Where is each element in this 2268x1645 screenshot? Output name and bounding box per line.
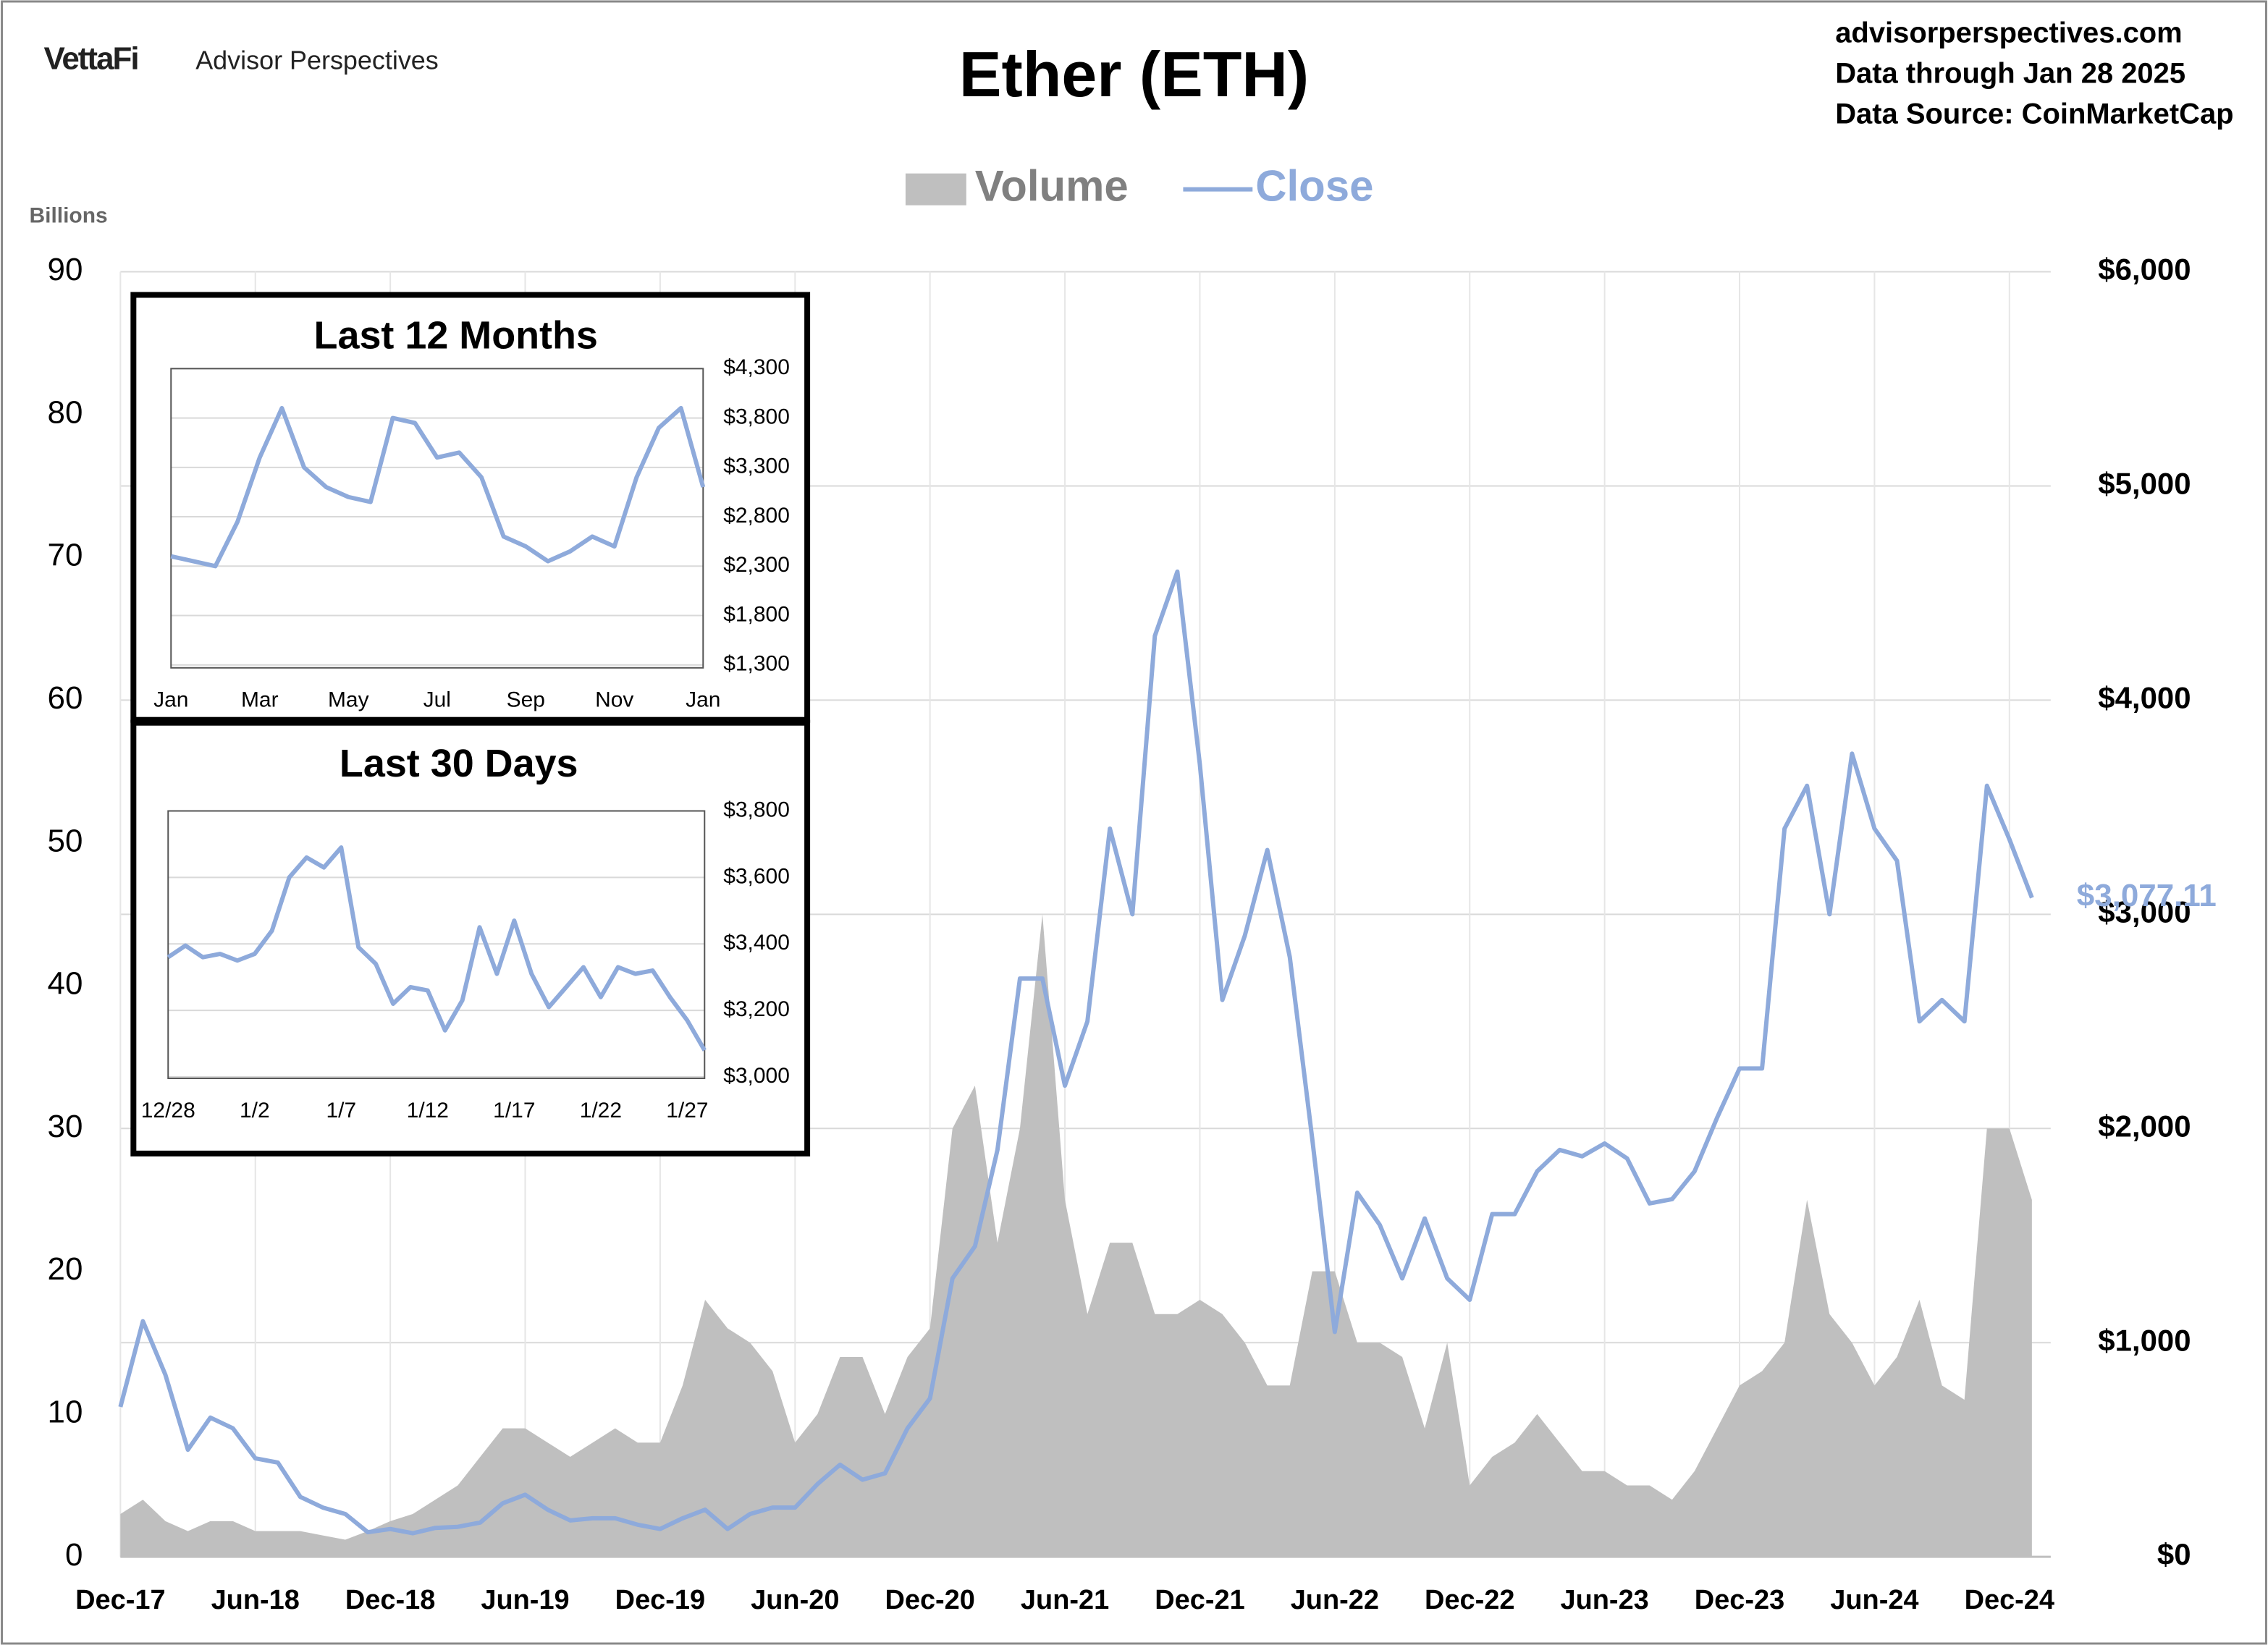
y-tick-label: $4,300 (723, 355, 790, 379)
x-tick-label: Jun-20 (751, 1585, 839, 1615)
source-line: advisorperspectives.com (1835, 17, 2182, 48)
logo: VettaFi (43, 41, 138, 76)
y-tick-label: 0 (65, 1537, 83, 1573)
y-tick-label: $2,800 (723, 504, 790, 528)
x-tick-label: Jul (423, 688, 451, 712)
x-tick-label: May (328, 688, 369, 712)
y-tick-label: $2,300 (723, 553, 790, 577)
plot-border (170, 368, 704, 669)
y-tick-label: 80 (48, 394, 83, 430)
legend-label: Volume (975, 161, 1129, 210)
brand: Advisor Perspectives (195, 45, 439, 75)
inset-frame (130, 292, 811, 723)
y-tick-label: 50 (48, 823, 83, 858)
x-tick-label: 12/28 (141, 1099, 195, 1122)
legend-swatch (905, 173, 966, 206)
source-line: Data Source: CoinMarketCap (1835, 98, 2233, 130)
y-tick-label: 60 (48, 680, 83, 716)
y-tick-label: 40 (48, 966, 83, 1002)
inset-frame (130, 719, 811, 1156)
y2-tick-label: $2,000 (2098, 1109, 2191, 1143)
chart-title: Ether (ETH) (959, 38, 1309, 110)
x-tick-label: 1/17 (493, 1099, 535, 1122)
x-tick-label: 1/12 (407, 1099, 449, 1122)
y2-tick-label: $6,000 (2098, 253, 2191, 287)
source-line: Data through Jan 28 2025 (1835, 57, 2185, 89)
x-tick-label: Dec-18 (345, 1585, 435, 1615)
y2-tick-label: $4,000 (2098, 680, 2191, 714)
x-tick-label: Jun-18 (211, 1585, 300, 1615)
x-tick-label: 1/27 (666, 1099, 708, 1122)
y-tick-label: $3,400 (723, 931, 790, 955)
y-tick-label: $3,800 (723, 798, 790, 821)
x-tick-label: Jan (153, 688, 188, 712)
y2-tick-label: $0 (2157, 1537, 2191, 1571)
x-tick-label: Dec-19 (615, 1585, 705, 1615)
x-tick-label: Jun-21 (1021, 1585, 1109, 1615)
y-tick-label: $3,600 (723, 864, 790, 888)
y-tick-label: $3,000 (723, 1064, 790, 1088)
y-tick-label: $1,300 (723, 652, 790, 676)
x-tick-label: 1/7 (326, 1099, 356, 1122)
volume-area (120, 914, 2032, 1557)
y-tick-label: 20 (48, 1251, 83, 1287)
y-tick-label: $1,800 (723, 602, 790, 626)
x-tick-label: 1/2 (240, 1099, 270, 1122)
x-tick-label: Dec-24 (1965, 1585, 2054, 1615)
x-tick-label: Dec-17 (75, 1585, 165, 1615)
inset-title: Last 12 Months (314, 314, 598, 358)
x-tick-label: Jun-22 (1291, 1585, 1379, 1615)
x-tick-label: Jun-23 (1560, 1585, 1648, 1615)
plot-border (167, 810, 706, 1080)
y-axis-label: Billions (30, 204, 108, 228)
price-line (166, 845, 707, 1052)
end-label: $3,077.11 (2077, 878, 2217, 913)
close-line (118, 569, 2034, 1536)
x-tick-label: 1/22 (580, 1099, 622, 1122)
y-tick-label: 10 (48, 1394, 83, 1429)
inset-title: Last 30 Days (340, 742, 578, 785)
x-tick-label: Dec-23 (1695, 1585, 1784, 1615)
x-tick-label: Sep (507, 688, 545, 712)
x-tick-label: Dec-22 (1425, 1585, 1514, 1615)
y-tick-label: 70 (48, 538, 83, 573)
x-tick-label: Dec-20 (885, 1585, 974, 1615)
x-tick-label: Jun-24 (1830, 1585, 1918, 1615)
x-tick-label: Nov (595, 688, 633, 712)
y2-tick-label: $1,000 (2098, 1323, 2191, 1357)
y-tick-label: 90 (48, 252, 83, 287)
legend-label: Close (1255, 161, 1373, 210)
y-tick-label: $3,300 (723, 454, 790, 478)
y-tick-label: 30 (48, 1109, 83, 1144)
y-tick-label: $3,200 (723, 997, 790, 1021)
x-tick-label: Jun-19 (481, 1585, 569, 1615)
y-tick-label: $3,800 (723, 405, 790, 428)
price-line (170, 405, 706, 569)
x-tick-label: Dec-21 (1155, 1585, 1244, 1615)
x-tick-label: Mar (241, 688, 279, 712)
y2-tick-label: $3,000 (2098, 895, 2191, 929)
y2-tick-label: $5,000 (2098, 467, 2191, 501)
x-tick-label: Jan (686, 688, 720, 712)
